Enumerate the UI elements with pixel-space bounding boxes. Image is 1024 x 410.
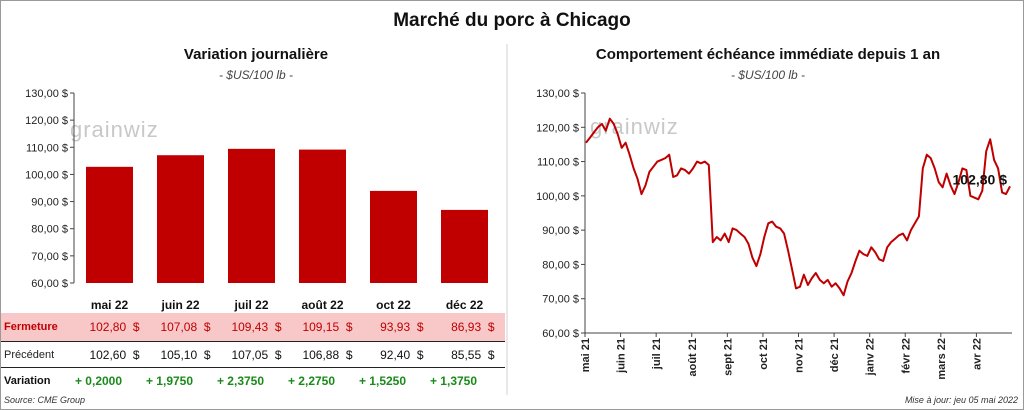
x-tick-label: oct 21 xyxy=(758,338,770,370)
x-tick-label: mars 22 xyxy=(936,338,948,380)
table-row-divider xyxy=(1,367,505,368)
table-cell: 85,55 $ xyxy=(451,348,495,362)
price-line xyxy=(585,117,1011,297)
y-tick-label: 80,00 $ xyxy=(31,224,68,236)
table-cell: 106,88 $ xyxy=(302,348,353,362)
table-row-label: Précédent xyxy=(4,349,55,361)
y-tick-label: 70,00 $ xyxy=(542,294,579,306)
y-tick-label: 100,00 $ xyxy=(536,191,579,203)
table-cell: 102,80 $ xyxy=(89,320,140,334)
table-cell: + 0,2000 xyxy=(74,374,123,388)
x-category-label: août 22 xyxy=(301,298,343,312)
x-category-label: juin 22 xyxy=(160,298,199,312)
x-tick-label: nov 21 xyxy=(794,338,806,373)
y-tick-label: 60,00 $ xyxy=(31,278,68,290)
left-chart-units: - $US/100 lb - xyxy=(218,68,294,82)
watermark-right: grainwiz xyxy=(590,114,679,139)
table-cell: 109,15 $ xyxy=(302,320,353,334)
table-row-divider xyxy=(1,341,505,342)
bar xyxy=(441,209,488,283)
y-tick-label: 130,00 $ xyxy=(25,88,68,100)
main-title: Marché du porc à Chicago xyxy=(393,10,631,31)
y-tick-label: 100,00 $ xyxy=(25,169,68,181)
update-note: Mise à jour: jeu 05 mai 2022 xyxy=(904,395,1018,405)
bar xyxy=(157,155,204,283)
x-category-label: juil 22 xyxy=(233,298,268,312)
table-cell: + 1,3750 xyxy=(429,374,478,388)
x-tick-label: déc 21 xyxy=(829,338,841,372)
source-note: Source: CME Group xyxy=(4,395,86,405)
x-category-label: déc 22 xyxy=(446,298,484,312)
x-tick-label: mai 21 xyxy=(580,338,592,372)
table-cell: 109,43 $ xyxy=(231,320,282,334)
table-cell: 92,40 $ xyxy=(380,348,424,362)
table-row-label: Variation xyxy=(4,375,51,387)
x-tick-label: juil 21 xyxy=(651,338,663,370)
bar xyxy=(86,166,133,283)
table-cell: 107,08 $ xyxy=(160,320,211,334)
y-tick-label: 120,00 $ xyxy=(25,115,68,127)
bar xyxy=(370,190,417,283)
table-cell: + 1,5250 xyxy=(358,374,407,388)
y-tick-label: 70,00 $ xyxy=(31,251,68,263)
y-tick-label: 120,00 $ xyxy=(536,122,579,134)
x-tick-label: juin 21 xyxy=(616,338,628,374)
y-tick-label: 60,00 $ xyxy=(542,328,579,340)
table-cell: 93,93 $ xyxy=(380,320,424,334)
y-tick-label: 110,00 $ xyxy=(26,142,68,154)
y-tick-label: 80,00 $ xyxy=(542,259,579,271)
x-category-label: mai 22 xyxy=(91,298,129,312)
table-cell: 102,60 $ xyxy=(89,348,140,362)
bar xyxy=(299,149,346,283)
table-cell: 105,10 $ xyxy=(160,348,211,362)
x-tick-label: avr 22 xyxy=(971,338,983,370)
table-cell: 86,93 $ xyxy=(451,320,495,334)
y-tick-label: 90,00 $ xyxy=(542,225,579,237)
bar xyxy=(228,148,275,283)
x-tick-label: févr 22 xyxy=(900,338,912,373)
table-cell: 107,05 $ xyxy=(231,348,282,362)
y-tick-label: 130,00 $ xyxy=(536,88,579,100)
x-category-label: oct 22 xyxy=(376,298,411,312)
watermark-left: grainwiz xyxy=(70,117,159,142)
x-tick-label: janv 22 xyxy=(865,338,877,376)
table-cell: + 2,2750 xyxy=(287,374,336,388)
fermeture-row-bg xyxy=(1,313,505,341)
x-tick-label: août 21 xyxy=(687,338,699,377)
table-row-label: Fermeture xyxy=(4,321,58,333)
right-chart-units: - $US/100 lb - xyxy=(730,68,806,82)
last-value-label: 102,80 $ xyxy=(953,171,1008,187)
y-tick-label: 110,00 $ xyxy=(537,157,579,169)
y-tick-label: 90,00 $ xyxy=(31,197,68,209)
table-cell: + 1,9750 xyxy=(145,374,194,388)
x-tick-label: sept 21 xyxy=(722,338,734,376)
left-chart-subtitle: Variation journalière xyxy=(183,46,329,63)
table-cell: + 2,3750 xyxy=(216,374,265,388)
right-chart-subtitle: Comportement échéance immédiate depuis 1… xyxy=(595,46,941,63)
